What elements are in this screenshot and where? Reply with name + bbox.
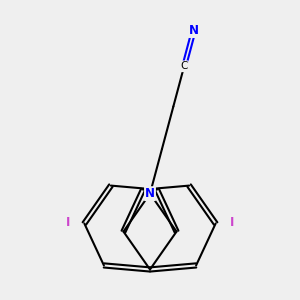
Text: I: I xyxy=(66,216,70,229)
Text: C: C xyxy=(180,61,188,71)
Text: N: N xyxy=(145,187,155,200)
Text: N: N xyxy=(189,24,199,37)
Text: I: I xyxy=(230,216,234,229)
